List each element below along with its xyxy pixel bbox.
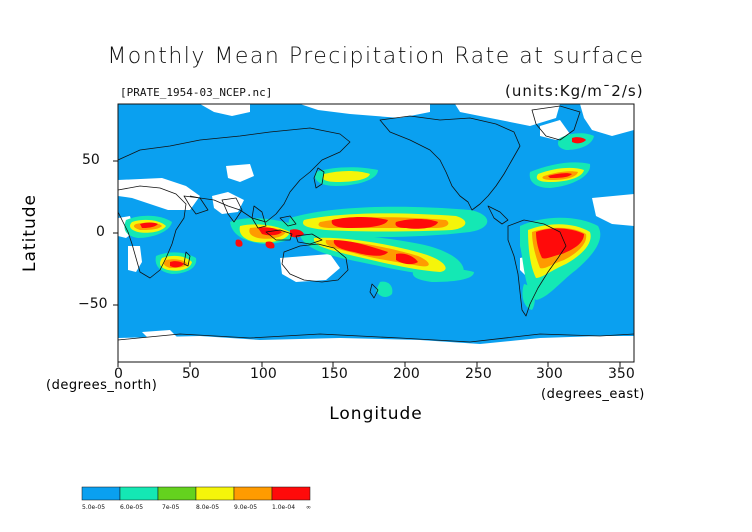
colorbar-label-1: 5.0e-05 xyxy=(82,504,106,511)
ytick-minus-50: −50 xyxy=(78,296,108,312)
xtick-150: 150 xyxy=(321,366,348,382)
colorbar xyxy=(81,486,311,501)
xtick-300: 300 xyxy=(536,366,563,382)
colorbar-bin-3 xyxy=(157,486,197,501)
y-axis-unit: (degrees_north) xyxy=(46,378,158,393)
precip-contours xyxy=(124,133,601,310)
colorbar-bin-4 xyxy=(195,486,235,501)
ytick-0: 0 xyxy=(96,224,105,240)
colorbar-bin-2 xyxy=(119,486,159,501)
colorbar-label-4: 8.0e-05 xyxy=(196,504,220,511)
tick-marks xyxy=(113,160,621,367)
colorbar-label-3: 7e-05 xyxy=(162,504,180,511)
colorbar-bin-1 xyxy=(81,486,121,501)
coastlines xyxy=(118,105,634,343)
xtick-50: 50 xyxy=(182,366,200,382)
units-label: (units:Kg/m¯2/s) xyxy=(505,82,644,100)
colorbar-label-6: 1.0e-04 xyxy=(272,504,296,511)
colorbar-bin-6 xyxy=(271,486,311,501)
y-axis-label: Latitude xyxy=(20,194,40,272)
x-axis-unit: (degrees_east) xyxy=(541,387,645,402)
colorbar-bin-5 xyxy=(233,486,273,501)
file-label: [PRATE_1954-03_NCEP.nc] xyxy=(120,86,273,99)
map-title: Monthly Mean Precipitation Rate at surfa… xyxy=(107,44,645,69)
xtick-0: 0 xyxy=(114,366,123,382)
xtick-200: 200 xyxy=(393,366,420,382)
x-axis-label: Longitude xyxy=(329,404,423,424)
xtick-250: 250 xyxy=(465,366,492,382)
xtick-100: 100 xyxy=(250,366,277,382)
colorbar-label-5: 9.0e-05 xyxy=(234,504,258,511)
colorbar-label-7: ∞ xyxy=(306,504,311,511)
ytick-50: 50 xyxy=(82,152,100,168)
colorbar-label-2: 6.0e-05 xyxy=(120,504,144,511)
xtick-350: 350 xyxy=(608,366,635,382)
